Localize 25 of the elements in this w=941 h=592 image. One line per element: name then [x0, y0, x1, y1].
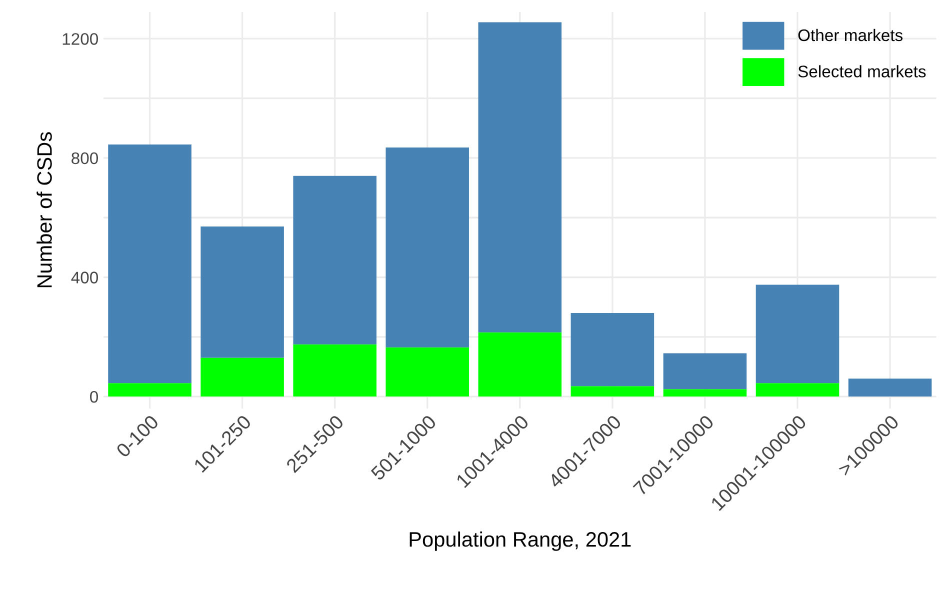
bar — [386, 148, 470, 348]
bar — [570, 313, 654, 386]
bar — [386, 347, 470, 397]
bar — [478, 332, 562, 397]
y-tick-label: 800 — [72, 152, 98, 164]
bar — [663, 389, 747, 397]
y-tick-label: 0 — [90, 390, 98, 403]
bar — [756, 383, 840, 397]
bar — [108, 144, 192, 384]
y-tick-label: 1200 — [62, 33, 98, 45]
bar — [478, 22, 562, 332]
legend-label: Other markets — [798, 28, 903, 42]
x-axis-title: Population Range, 2021 — [410, 532, 631, 551]
bar — [663, 353, 747, 390]
bar — [848, 378, 932, 397]
bar — [200, 358, 284, 397]
bar — [200, 226, 284, 358]
bar — [293, 344, 376, 397]
bar — [570, 386, 654, 397]
bar — [756, 284, 840, 384]
bar — [108, 383, 192, 397]
legend-label: Selected markets — [798, 65, 926, 78]
y-tick-label: 400 — [71, 272, 98, 284]
y-axis-title: Number of CSDs — [36, 132, 52, 288]
bar — [293, 176, 376, 344]
